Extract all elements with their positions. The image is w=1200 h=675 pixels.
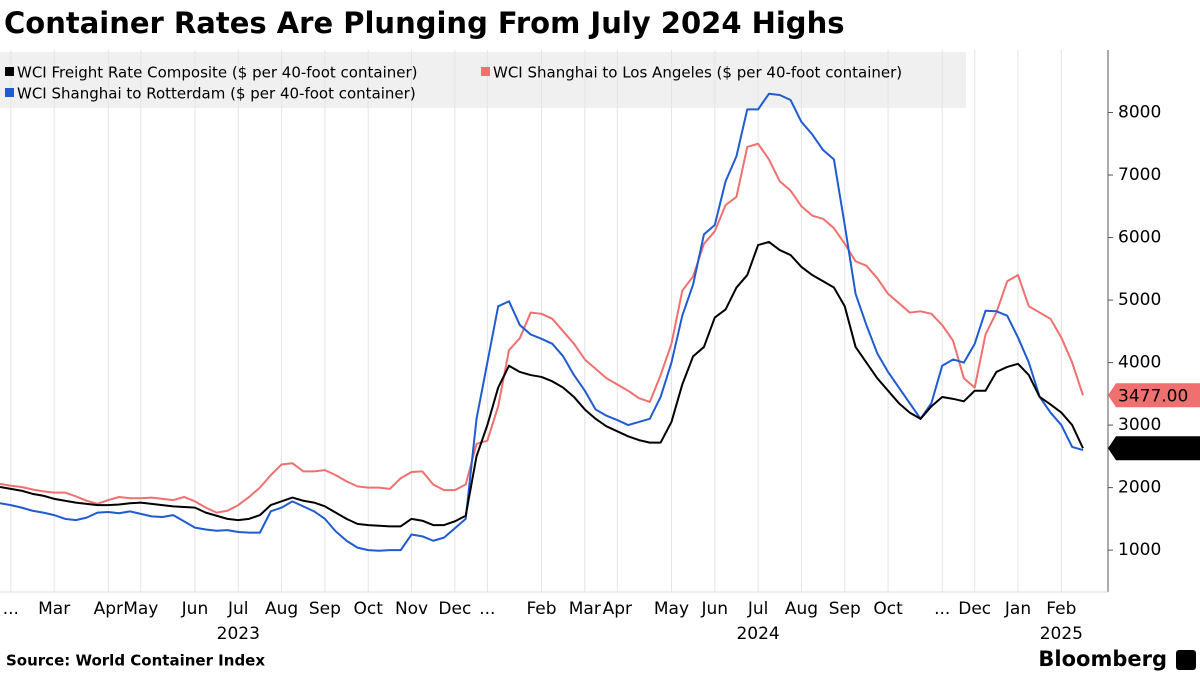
x-tick-label: Dec (958, 599, 991, 619)
x-tick-label: Jan (1004, 599, 1031, 619)
x-tick-label: Jul (747, 599, 769, 619)
legend-swatch (5, 88, 14, 97)
legend-label: WCI Shanghai to Los Angeles ($ per 40-fo… (493, 64, 902, 82)
x-tick-label: Jun (700, 599, 728, 619)
series-line (0, 142, 1084, 514)
source: Source: World Container Index (6, 652, 265, 670)
x-tick-label: Dec (438, 599, 471, 619)
y-tick-label: 8000 (1118, 103, 1161, 123)
x-group-label: 2023 (217, 624, 260, 644)
x-tick-label: Jun (181, 599, 209, 619)
x-tick-label: Mar (569, 599, 601, 619)
y-tick-label: 1000 (1118, 540, 1161, 560)
brand: Bloomberg (1038, 647, 1167, 671)
x-tick-label: ... (3, 599, 19, 619)
x-tick-label: Apr (603, 599, 632, 619)
x-tick-label: Aug (785, 599, 818, 619)
x-tick-label: Nov (395, 599, 428, 619)
legend-label: WCI Shanghai to Rotterdam ($ per 40-foot… (17, 85, 416, 103)
x-tick-label: ... (479, 599, 495, 619)
y-tick-label: 5000 (1118, 290, 1161, 310)
x-tick-label: ... (934, 599, 950, 619)
legend-background (0, 52, 966, 108)
value-label: 2629.32 (1118, 439, 1188, 459)
value-label-box (1108, 383, 1200, 408)
y-tick-label: 7000 (1118, 165, 1161, 185)
x-tick-label: Jul (227, 599, 249, 619)
y-tick-label: 2000 (1118, 478, 1161, 498)
series-line (0, 240, 1084, 528)
legend-swatch (481, 67, 490, 76)
x-tick-label: Sep (309, 599, 341, 619)
y-tick-label: 3000 (1118, 415, 1161, 435)
y-tick-label: 6000 (1118, 228, 1161, 248)
legend-swatch (5, 67, 14, 76)
x-group-label: 2024 (736, 624, 779, 644)
x-tick-label: Feb (526, 599, 556, 619)
chart-title: Container Rates Are Plunging From July 2… (4, 6, 844, 40)
y-tick-label: 4000 (1118, 353, 1161, 373)
x-tick-label: Apr (94, 599, 123, 619)
legend-label: WCI Freight Rate Composite ($ per 40-foo… (17, 64, 418, 82)
x-tick-label: Mar (38, 599, 70, 619)
x-tick-label: Oct (873, 599, 903, 619)
x-tick-label: Feb (1046, 599, 1076, 619)
x-tick-label: May (123, 599, 158, 619)
x-tick-label: Aug (265, 599, 298, 619)
x-tick-label: Oct (354, 599, 384, 619)
x-group-label: 2025 (1040, 624, 1083, 644)
value-label: 3477.00 (1118, 386, 1188, 406)
x-tick-label: May (654, 599, 689, 619)
series-line (0, 92, 1084, 552)
x-tick-label: Sep (829, 599, 861, 619)
value-label-box (1108, 436, 1200, 461)
brand-icon (1176, 650, 1196, 670)
